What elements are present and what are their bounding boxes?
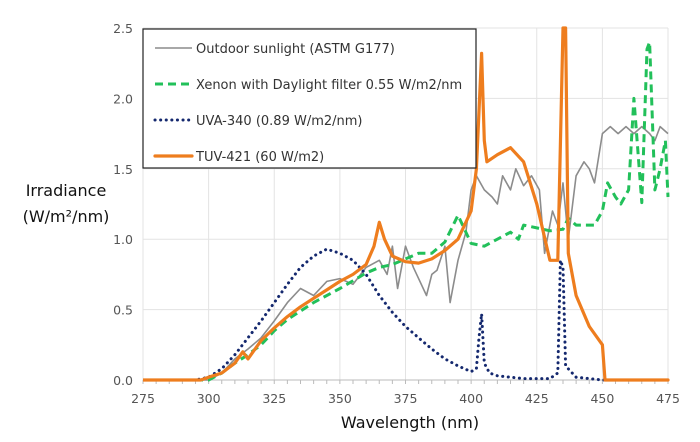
y-tick-label: 2.5 — [113, 21, 133, 36]
x-tick-label: 375 — [394, 391, 418, 406]
x-axis-label: Wavelength (nm) — [341, 413, 479, 432]
series-line-1 — [143, 40, 670, 382]
x-tick-label: 475 — [656, 391, 680, 406]
series-line-0 — [143, 125, 669, 381]
y-tick-label: 0.5 — [113, 303, 133, 318]
series-line-3 — [143, 26, 670, 382]
legend: Outdoor sunlight (ASTM G177) Xenon with D… — [142, 28, 477, 169]
x-tick-label: 425 — [525, 391, 549, 406]
series-line-2 — [143, 247, 670, 382]
legend-label: TUV-421 (60 W/m2) — [195, 150, 324, 165]
y-axis-label-line2: (W/m²/nm) — [23, 207, 110, 226]
ticks: 275 300 325 350 375 400 425 450 475 0.0 0.5 1.0 1.5 2… — [113, 21, 680, 406]
y-tick-label: 1.0 — [113, 232, 133, 247]
x-tick-label: 350 — [328, 391, 352, 406]
y-axis-label-line1: Irradiance — [26, 181, 107, 200]
legend-label: Outdoor sunlight (ASTM G177) — [196, 42, 395, 57]
legend-box — [142, 28, 477, 169]
x-tick-label: 400 — [459, 391, 483, 406]
legend-label: Xenon with Daylight filter 0.55 W/m2/nm — [196, 78, 462, 93]
y-tick-label: 1.5 — [113, 162, 133, 177]
x-tick-label: 325 — [262, 391, 286, 406]
series-group — [143, 26, 670, 382]
x-tick-label: 275 — [131, 391, 155, 406]
legend-label: UVA-340 (0.89 W/m2/nm) — [196, 114, 363, 129]
x-tick-label: 300 — [197, 391, 221, 406]
x-tick-label: 450 — [590, 391, 614, 406]
y-tick-label: 0.0 — [113, 373, 133, 388]
y-tick-label: 2.0 — [113, 91, 133, 106]
